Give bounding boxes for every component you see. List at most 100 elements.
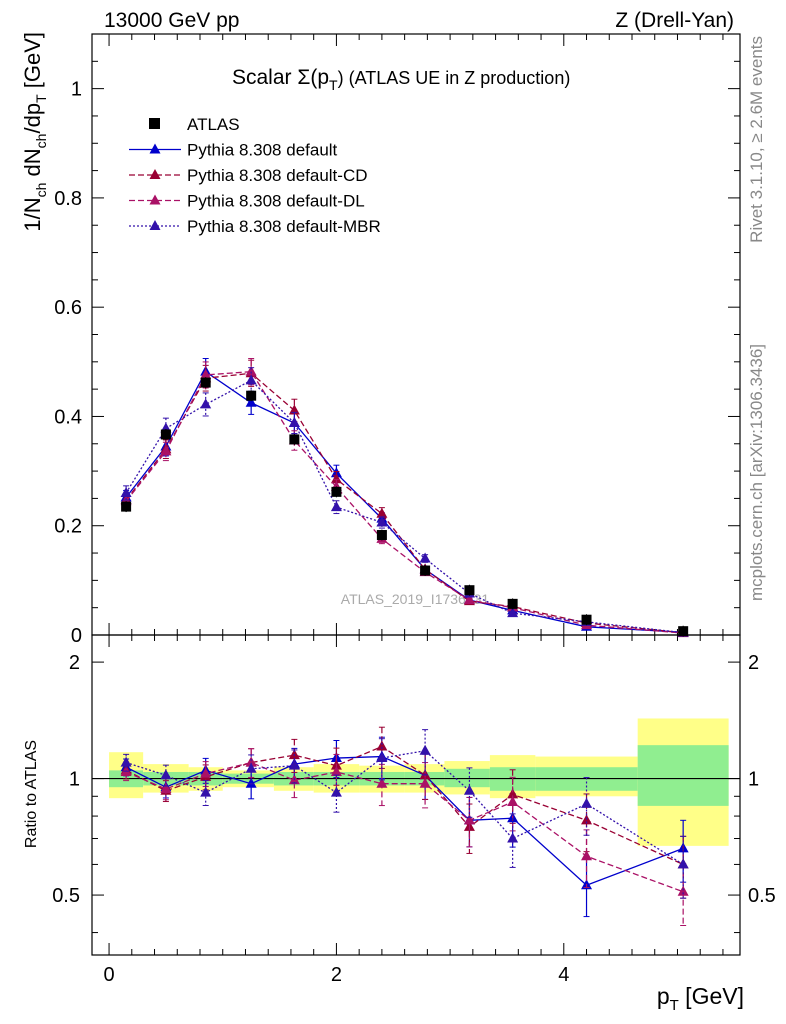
main-series-point-0 — [245, 396, 257, 407]
ratio-series-point-3 — [245, 762, 257, 773]
legend-label: Pythia 8.308 default-MBR — [187, 217, 381, 236]
ratio-series-point-3 — [160, 769, 172, 780]
ratio-ylabel: Ratio to ATLAS — [23, 740, 40, 848]
ratio-series-point-3 — [376, 752, 388, 763]
ratio-series-point-3 — [200, 786, 212, 797]
legend: ATLAS Pythia 8.308 default Pythia 8.308 de… — [129, 115, 381, 236]
ratio-series-point-2 — [507, 795, 519, 806]
ratio-series-line-0 — [125, 755, 684, 887]
ratio-series-point-3 — [419, 744, 431, 755]
watermark: ATLAS_2019_I1736531 — [341, 591, 490, 607]
legend-marker — [149, 169, 161, 179]
header-left: 13000 GeV pp — [104, 9, 239, 32]
atlas-point — [464, 585, 475, 596]
main-ytick-label: 0 — [71, 625, 82, 647]
ratio-series-point-3 — [288, 759, 300, 770]
axes-layer: 0 0.2 0.4 0.6 0.8 1 0 2 4 0.5 0.5 1 1 2 2 — [52, 33, 776, 986]
ratio-series-point-0 — [245, 777, 257, 788]
main-series-point-3 — [120, 486, 132, 497]
legend-label: Pythia 8.308 default — [187, 141, 338, 160]
legend-label: ATLAS — [187, 115, 240, 134]
atlas-point — [420, 565, 431, 576]
legend-marker — [149, 143, 161, 154]
rivet-label: Rivet 3.1.10, ≥ 2.6M events — [747, 36, 766, 243]
ratio-series-point-1 — [507, 788, 519, 799]
legend-marker — [149, 220, 161, 230]
main-title-sub: T — [329, 77, 338, 93]
legend-marker-atlas — [149, 118, 160, 129]
xlabel: pT [GeV] — [657, 983, 744, 1014]
main-ytick-label: 0.2 — [54, 516, 82, 538]
ratio-series-point-2 — [376, 777, 388, 788]
main-series-point-2 — [160, 445, 172, 456]
atlas-point — [289, 434, 300, 445]
legend-marker — [149, 194, 161, 205]
main-series-line-2 — [125, 370, 684, 634]
atlas-point — [200, 377, 211, 388]
main-series-point-1 — [330, 473, 342, 484]
ratio-ytick-label-right: 2 — [748, 652, 759, 674]
main-series-point-3 — [330, 501, 342, 512]
main-series-line-3 — [125, 379, 684, 634]
ratio-series-line-2 — [125, 761, 684, 893]
ratio-series-point-2 — [160, 782, 172, 793]
main-ytick-label: 0.4 — [54, 406, 82, 428]
ratio-series-point-2 — [419, 777, 431, 788]
main-ytick-label: 1 — [71, 79, 82, 101]
ratio-bands — [92, 718, 740, 846]
ratio-series-line-3 — [125, 750, 684, 865]
atlas-point — [376, 530, 387, 541]
ratio-series-point-3 — [463, 784, 475, 795]
ratio-series-point-2 — [463, 814, 475, 825]
ratio-series-point-2 — [677, 885, 689, 896]
main-series-point-3 — [288, 417, 300, 428]
xtick-label: 4 — [558, 964, 569, 986]
ratio-ytick-label: 0.5 — [52, 885, 80, 907]
ratio-series-point-3 — [120, 756, 132, 767]
ratio-ytick-label: 1 — [69, 769, 80, 791]
main-series-point-3 — [419, 552, 431, 563]
main-series-point-3 — [245, 374, 257, 385]
ratio-series-point-3 — [581, 797, 593, 808]
main-ylabel: 1/Nch dNch/dpT [GeV] — [20, 32, 49, 232]
ratio-ytick-label: 2 — [69, 652, 80, 674]
header-right: Z (Drell-Yan) — [615, 9, 734, 32]
main-series-line-0 — [125, 370, 684, 633]
atlas-point — [678, 626, 689, 637]
mcplots-label: mcplots.cern.ch [arXiv:1306.3436] — [747, 344, 766, 601]
main-ytick-label: 0.6 — [54, 297, 82, 319]
atlas-point — [331, 486, 342, 497]
legend-label: Pythia 8.308 default-DL — [187, 192, 365, 211]
main-series-point-1 — [376, 507, 388, 518]
atlas-point — [121, 501, 132, 512]
main-title-rest: ) (ATLAS UE in Z production) — [338, 68, 571, 88]
atlas-point — [160, 429, 171, 440]
ratio-series-point-2 — [245, 756, 257, 767]
ratio-series-point-3 — [330, 786, 342, 797]
atlas-point — [507, 598, 518, 609]
main-title-main: Scalar Σ(p — [232, 66, 329, 89]
atlas-point — [581, 614, 592, 625]
legend-label: Pythia 8.308 default-CD — [187, 166, 368, 185]
ratio-ytick-label-right: 1 — [748, 769, 759, 791]
atlas-point — [246, 390, 257, 401]
main-series-point-2 — [463, 594, 475, 605]
xtick-label: 2 — [331, 964, 342, 986]
data-layer — [120, 357, 689, 926]
ratio-series-point-3 — [677, 858, 689, 869]
main-title: Scalar Σ(pT) (ATLAS UE in Z production) — [232, 66, 570, 93]
band-inner — [637, 745, 729, 806]
ratio-series-point-2 — [330, 765, 342, 776]
ratio-series-point-2 — [200, 767, 212, 778]
ratio-series-point-3 — [507, 832, 519, 843]
ratio-series-point-2 — [581, 850, 593, 861]
xtick-label: 0 — [103, 964, 114, 986]
main-series-point-2 — [245, 365, 257, 376]
ratio-ytick-label-right: 0.5 — [748, 885, 776, 907]
main-series-point-3 — [200, 398, 212, 409]
main-series-point-3 — [376, 516, 388, 527]
main-series-line-1 — [125, 372, 684, 634]
main-series-point-2 — [200, 368, 212, 379]
